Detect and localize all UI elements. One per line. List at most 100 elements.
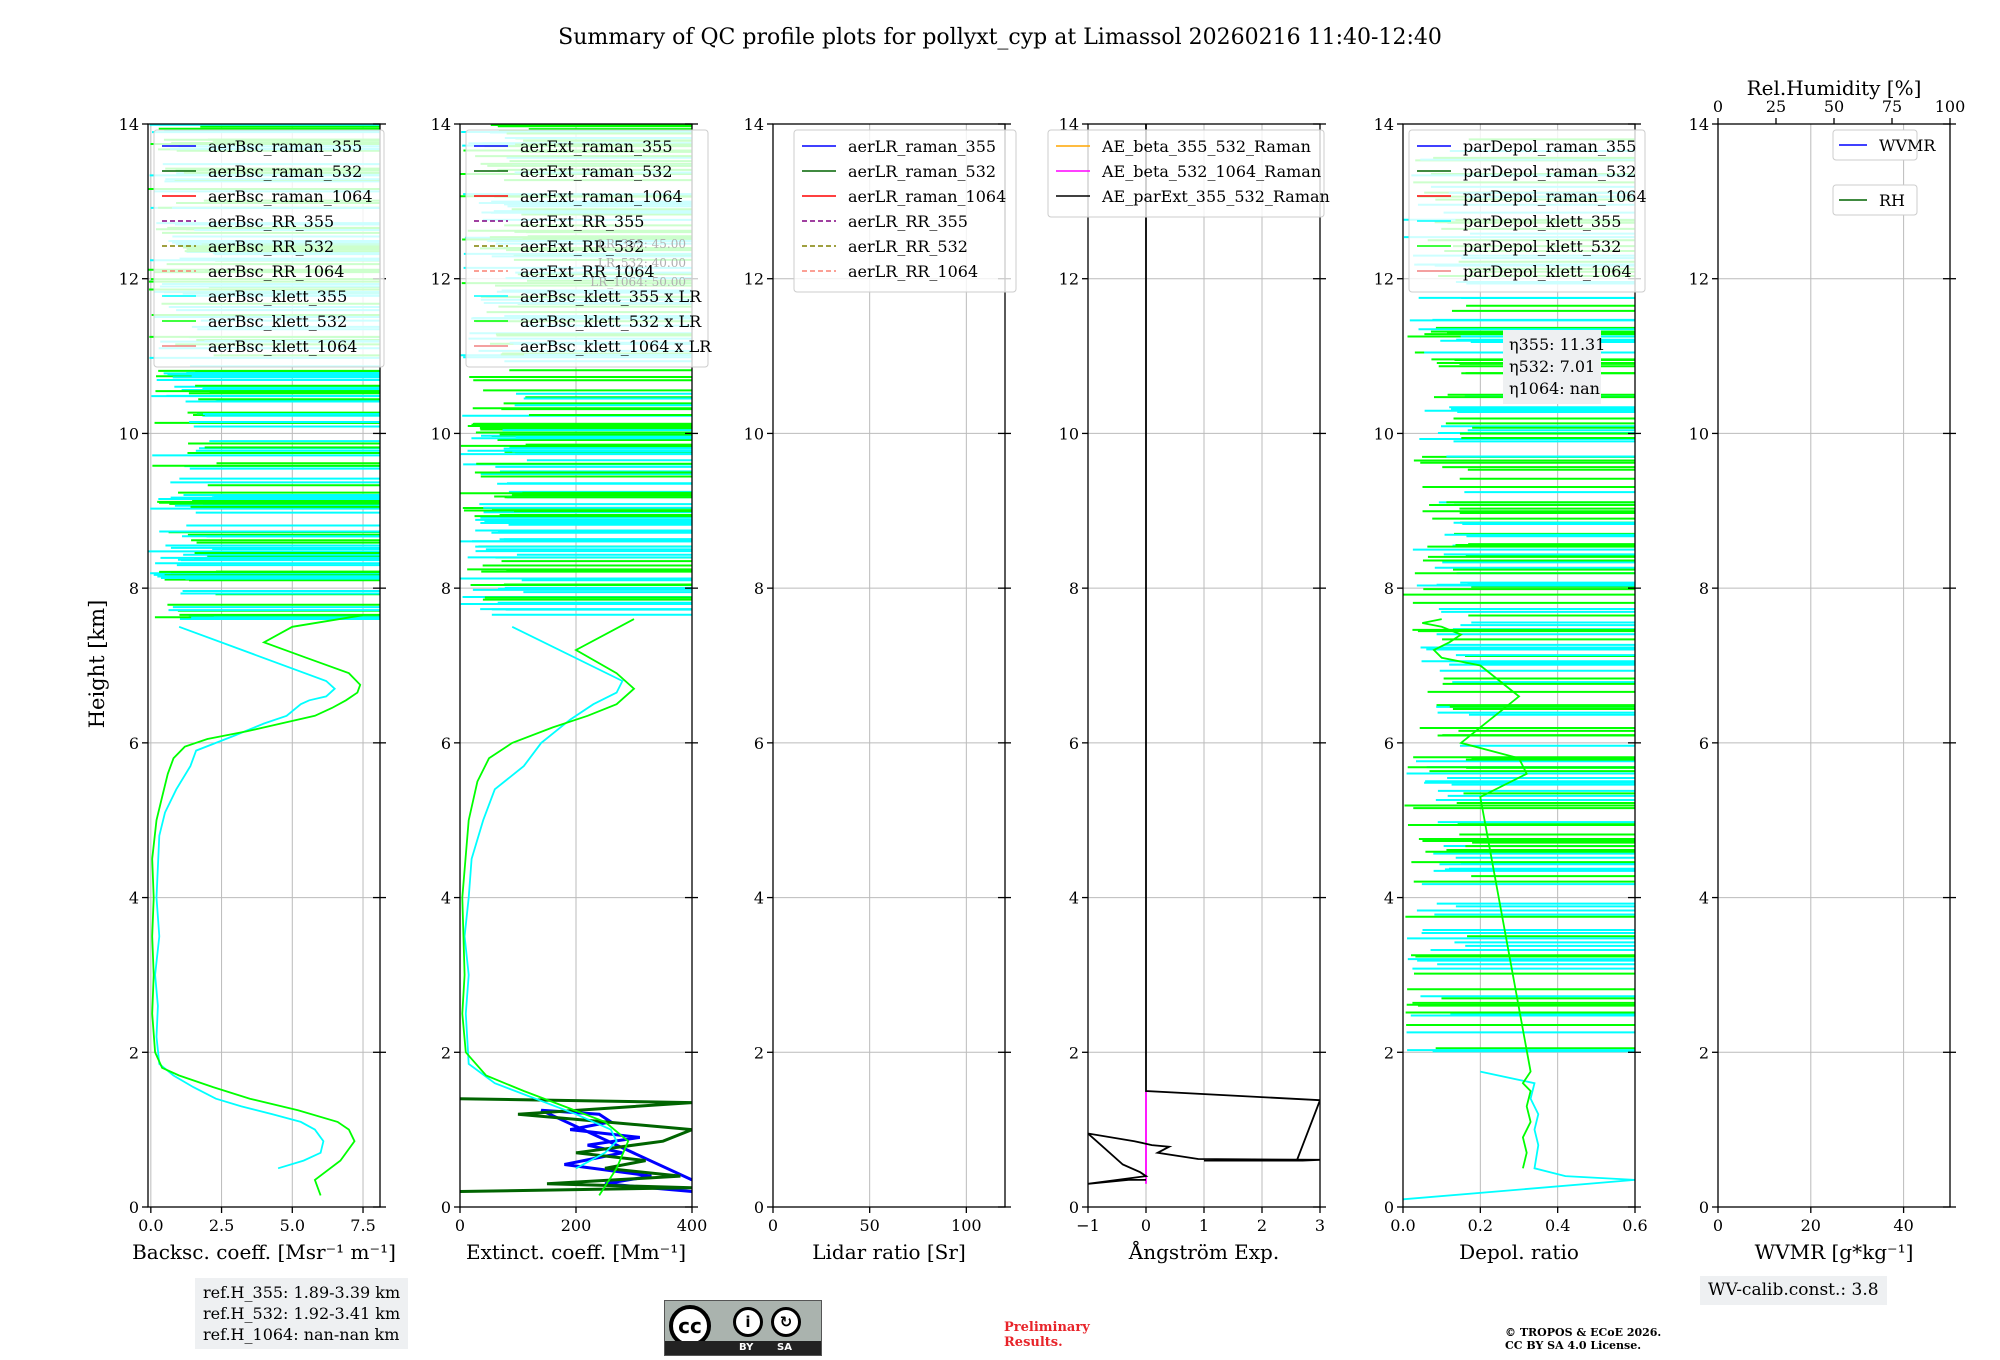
legend-box <box>465 129 709 368</box>
legend-label: aerLR_RR_355 <box>848 212 968 231</box>
legend-label: aerExt_RR_532 <box>520 237 644 256</box>
annotation-text: η355: 11.31 <box>1509 335 1605 354</box>
x-axis-label: Lidar ratio [Sr] <box>812 1240 966 1264</box>
legend-box <box>1832 184 1918 216</box>
legend-label: aerBsc_RR_1064 <box>208 262 344 281</box>
y-tick-label: 2 <box>1384 1043 1394 1062</box>
legend-label: aerLR_raman_1064 <box>848 187 1006 206</box>
legend-label: aerBsc_RR_532 <box>208 237 334 256</box>
y-tick-label: 14 <box>1689 115 1709 134</box>
x-tick-label: 0 <box>1713 1216 1723 1235</box>
x-tick-label: 3 <box>1315 1216 1325 1235</box>
panel-depol: 0.0 0.2 0.4 0.6 0 2 4 6 8 10 12 14 Depol. ratio parDe… <box>1374 115 1648 1264</box>
x-axis-label: Depol. ratio <box>1459 1240 1579 1264</box>
y-tick-label: 4 <box>1069 889 1079 908</box>
y-tick-label: 8 <box>1069 579 1079 598</box>
x-tick-label: −1 <box>1076 1216 1100 1235</box>
legend-label: aerBsc_klett_355 x LR <box>520 287 702 306</box>
legend-label: parDepol_raman_1064 <box>1463 187 1647 206</box>
ref-height-1064: ref.H_1064: nan-nan km <box>203 1325 400 1344</box>
legend-box <box>1832 129 1918 161</box>
annotation-text: η532: 7.01 <box>1509 357 1595 376</box>
y-tick-label: 2 <box>441 1043 451 1062</box>
license-band <box>665 1341 821 1355</box>
series-aerExt_raman_532 <box>460 1097 692 1193</box>
panel-wv: 0 20 40 0 2 4 6 8 10 12 14 WVMR [g*kg⁻¹] 0 25 50 75 100 R… <box>1689 76 1966 1264</box>
top-x-tick-label: 50 <box>1824 97 1844 116</box>
legend-label: aerExt_raman_1064 <box>520 187 683 206</box>
cc-license-badge[interactable]: cc i ↻ BY SA <box>664 1300 822 1356</box>
y-tick-label: 6 <box>129 734 139 753</box>
legend-label: aerLR_raman_532 <box>848 162 996 181</box>
y-tick-label: 0 <box>441 1198 451 1217</box>
axes-frame <box>1717 123 1951 1208</box>
legend-label: WVMR <box>1879 136 1936 155</box>
x-tick-label: 0.0 <box>1390 1216 1415 1235</box>
figure-title: Summary of QC profile plots for pollyxt_… <box>558 25 1442 50</box>
y-tick-label: 2 <box>129 1043 139 1062</box>
y-tick-label: 8 <box>129 579 139 598</box>
y-tick-label: 4 <box>129 889 139 908</box>
y-tick-label: 10 <box>431 424 451 443</box>
x-axis-label: Extinct. coeff. [Mm⁻¹] <box>466 1240 686 1264</box>
y-tick-label: 4 <box>1384 889 1394 908</box>
x-tick-label: 0.4 <box>1545 1216 1570 1235</box>
ref-height-532: ref.H_532: 1.92-3.41 km <box>203 1304 401 1323</box>
x-tick-label: 2.5 <box>209 1216 234 1235</box>
y-tick-label: 6 <box>1699 734 1709 753</box>
y-tick-label: 6 <box>754 734 764 753</box>
x-tick-label: 40 <box>1893 1216 1913 1235</box>
panel-ext: 0 200 400 0 2 4 6 8 10 12 14 Extinct. coeff. [Mm⁻¹]… <box>431 115 713 1264</box>
y-tick-label: 4 <box>1699 889 1709 908</box>
y-tick-label: 14 <box>1374 115 1394 134</box>
y-tick-label: 4 <box>754 889 764 908</box>
x-tick-label: 100 <box>951 1216 982 1235</box>
copyright-line-2: CC BY SA 4.0 License. <box>1505 1339 1642 1352</box>
legend-label: aerExt_raman_532 <box>520 162 673 181</box>
reference-height-box: ref.H_355: 1.89-3.39 km ref.H_532: 1.92-… <box>195 1278 409 1349</box>
series-AE_parExt_355_532_Raman <box>1088 124 1320 1185</box>
legend-label: aerLR_RR_532 <box>848 237 968 256</box>
legend-box <box>153 129 385 368</box>
y-tick-label: 12 <box>744 270 764 289</box>
axes-frame <box>1402 123 1636 1208</box>
x-tick-label: 1 <box>1199 1216 1209 1235</box>
legend-label: aerBsc_klett_532 <box>208 312 347 331</box>
annotation-box <box>1503 330 1601 404</box>
y-tick-label: 6 <box>1384 734 1394 753</box>
y-tick-label: 12 <box>431 270 451 289</box>
series-aerBsc_klett_532 x LR <box>461 618 636 1196</box>
legend-box <box>793 129 1017 293</box>
series-aerBsc_klett_355 x LR <box>463 625 624 1170</box>
y-tick-label: 10 <box>1059 424 1079 443</box>
y-tick-label: 10 <box>1689 424 1709 443</box>
share-alike-icon: ↻ <box>771 1307 801 1337</box>
copyright-note: © TROPOS & ECoE 2026. CC BY SA 4.0 Licen… <box>1505 1326 1661 1352</box>
series-parDepol_klett_532 <box>1422 618 1532 1169</box>
legend-label: parDepol_raman_532 <box>1463 162 1636 181</box>
x-tick-label: 0.2 <box>1468 1216 1493 1235</box>
y-tick-label: 0 <box>1384 1198 1394 1217</box>
y-tick-label: 0 <box>1699 1198 1709 1217</box>
y-tick-label: 4 <box>441 889 451 908</box>
top-x-tick-label: 75 <box>1882 97 1902 116</box>
axes-frame <box>147 123 381 1208</box>
legend-box <box>1047 129 1325 218</box>
axes-frame <box>772 123 1006 1208</box>
panel-bsc: 0.0 2.5 5.0 7.5 0 2 4 6 8 10 12 14 Backsc. coeff. [M… <box>119 115 396 1264</box>
panel-lr: 0 50 100 0 2 4 6 8 10 12 14 Lidar ratio [Sr] aerLR_r… <box>744 115 1017 1264</box>
copyright-line-1: © TROPOS & ECoE 2026. <box>1505 1326 1662 1339</box>
x-tick-label: 50 <box>859 1216 879 1235</box>
top-x-axis-label: Rel.Humidity [%] <box>1747 76 1922 100</box>
legend-label: parDepol_raman_355 <box>1463 137 1636 156</box>
annotation-text: LR_532: 40.00 <box>598 256 686 270</box>
legend-label: aerBsc_raman_532 <box>208 162 362 181</box>
x-tick-label: 200 <box>561 1216 592 1235</box>
annotation-text: η1064: nan <box>1509 379 1600 398</box>
series-parDepol_klett_355 <box>1403 1070 1635 1201</box>
y-tick-label: 12 <box>1374 270 1394 289</box>
legend-label: aerBsc_raman_1064 <box>208 187 373 206</box>
